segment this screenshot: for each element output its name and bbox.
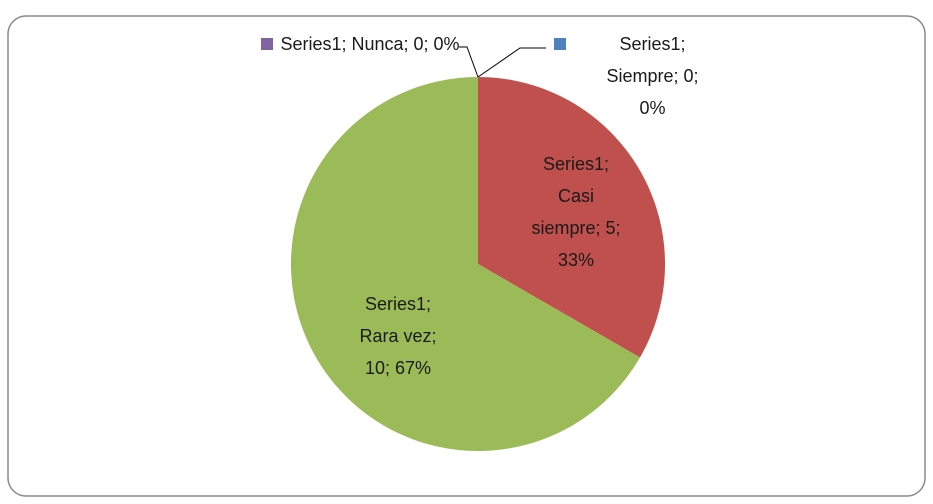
data-label: Series1; Nunca; 0; 0% [280,34,460,54]
legend-key [554,38,566,50]
leader-line [459,46,479,78]
pie-slice [478,77,665,358]
data-label: Series1; Siempre; 0; 0% [606,34,699,118]
data-label: Series1; Rara vez; 10; 67% [359,294,437,378]
data-label: Series1; Casi siempre; 5; 33% [531,154,621,270]
legend-key [261,38,273,50]
pie-slice [291,77,640,451]
leader-line [477,47,546,78]
